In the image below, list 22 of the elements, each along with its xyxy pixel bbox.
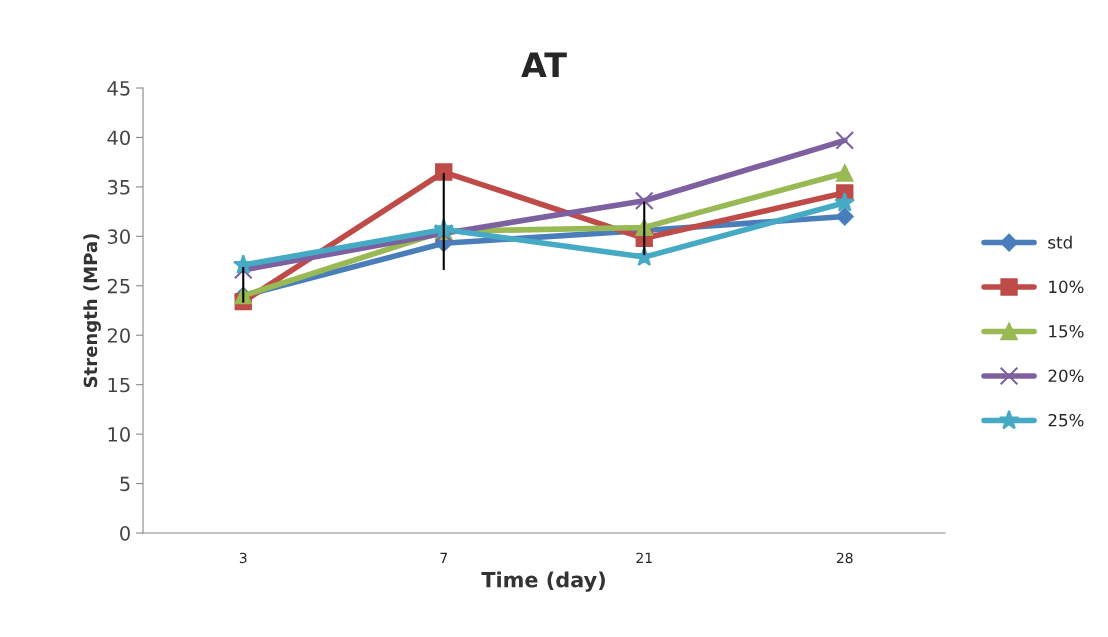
y-tick-label: 15 [108,377,130,393]
legend-label: 10% [1049,280,1084,294]
y-tick-label: 40 [107,130,130,146]
legend-label: 25% [1048,413,1084,427]
y-tick-label: 45 [107,81,130,96]
x-axis-title: Time (day) [481,571,605,592]
y-tick-label: 25 [107,278,130,294]
legend-label: 20% [1048,369,1084,383]
x-tick-label: 7 [440,552,447,563]
x-tick-label: 3 [239,552,247,564]
y-tick-label: 5 [120,476,130,492]
legend-label: 15% [1049,324,1084,338]
y-tick-label: 20 [107,328,130,343]
chart-title: AT [521,52,567,77]
y-tick-label: 10 [108,427,130,442]
x-tick-label: 21 [636,552,652,563]
y-tick-label: 35 [107,179,130,195]
y-tick-label: 0 [120,525,130,541]
legend-label: std [1048,235,1072,249]
y-tick-label: 30 [107,229,130,244]
y-axis-title: Strength (MPa) [83,234,101,388]
x-tick-label: 28 [836,552,853,564]
